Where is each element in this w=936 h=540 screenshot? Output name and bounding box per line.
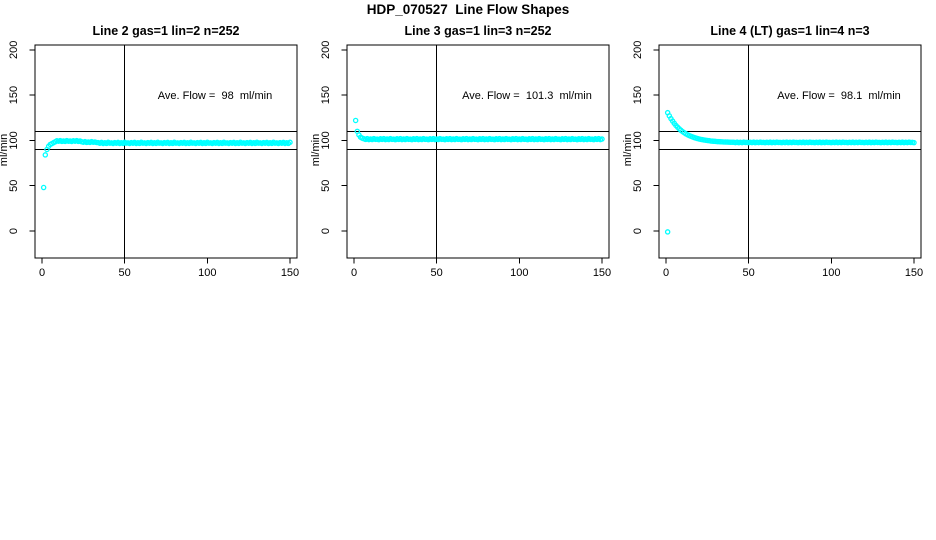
- y-axis-label: ml/min: [0, 134, 10, 166]
- x-tick-label: 0: [351, 267, 357, 279]
- figure-title: HDP_070527 Line Flow Shapes: [366, 2, 570, 17]
- plot-box: [346, 44, 610, 259]
- panel-title: Line 3 gas=1 lin=3 n=252: [405, 24, 552, 38]
- panel-line-3: 0 50 100 150 0 50 100 150 200 ml/min Line 3 gas=1 …: [310, 24, 611, 279]
- y-tick-label: 0: [632, 228, 644, 234]
- panel-line-2: 0 50 100 150 0 50 100 150 200 ml/min Line 2 gas=1 …: [0, 24, 299, 279]
- y-tick-label: 150: [8, 86, 20, 104]
- x-tick-label: 50: [431, 267, 443, 279]
- y-tick-label: 150: [320, 86, 332, 104]
- x-tick-label: 150: [905, 267, 923, 279]
- plot-box: [658, 44, 922, 259]
- data-points: [352, 117, 605, 143]
- y-tick-label: 50: [320, 180, 332, 192]
- data-point: [40, 184, 47, 191]
- x-tick-label: 50: [119, 267, 131, 279]
- y-tick-label: 200: [320, 41, 332, 59]
- x-tick-label: 0: [663, 267, 669, 279]
- y-tick-label: 200: [8, 41, 20, 59]
- x-tick-label: 50: [743, 267, 755, 279]
- y-tick-label: 100: [8, 131, 20, 149]
- panel-title: Line 2 gas=1 lin=2 n=252: [93, 24, 240, 38]
- ave-flow-annotation: Ave. Flow = 98.1 ml/min: [777, 90, 901, 102]
- data-point: [42, 152, 49, 158]
- y-tick-label: 0: [8, 228, 20, 234]
- data-point: [911, 139, 917, 146]
- plot-box: [34, 44, 298, 259]
- y-tick-label: 100: [632, 131, 644, 149]
- y-tick-label: 200: [632, 41, 644, 59]
- y-tick-label: 100: [320, 131, 332, 149]
- ave-flow-annotation: Ave. Flow = 101.3 ml/min: [462, 90, 592, 102]
- x-tick-label: 0: [39, 267, 45, 279]
- data-point: [287, 139, 293, 146]
- outlier-point: [664, 229, 671, 235]
- data-points: [664, 109, 917, 235]
- y-tick-label: 50: [632, 180, 644, 192]
- y-tick-label: 0: [320, 228, 332, 234]
- data-points: [40, 137, 293, 191]
- x-tick-label: 100: [822, 267, 840, 279]
- x-tick-label: 150: [281, 267, 299, 279]
- x-tick-label: 100: [198, 267, 216, 279]
- panel-title: Line 4 (LT) gas=1 lin=4 n=3: [710, 24, 869, 38]
- panel-line-4-lt: 0 50 100 150 0 50 100 150 200 ml/min Line 4 (LT) g…: [622, 24, 923, 279]
- x-tick-label: 150: [593, 267, 611, 279]
- y-tick-label: 50: [8, 180, 20, 192]
- data-point: [599, 136, 605, 142]
- y-tick-label: 150: [632, 86, 644, 104]
- y-axis-label: ml/min: [310, 134, 322, 166]
- x-tick-label: 100: [510, 267, 528, 279]
- ave-flow-annotation: Ave. Flow = 98 ml/min: [158, 90, 272, 102]
- data-point: [352, 117, 359, 124]
- y-axis-label: ml/min: [622, 134, 634, 166]
